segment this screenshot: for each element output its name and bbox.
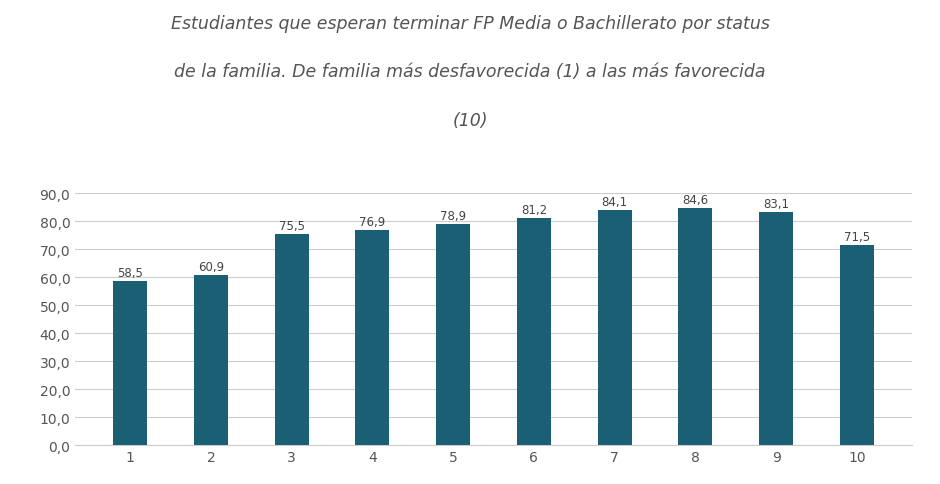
Text: de la familia. De familia más desfavorecida (1) a las más favorecida: de la familia. De familia más desfavorec… (174, 63, 766, 81)
Text: 83,1: 83,1 (763, 198, 789, 211)
Bar (679, 209, 713, 445)
Text: 71,5: 71,5 (844, 230, 870, 243)
Text: 78,9: 78,9 (440, 210, 466, 223)
Text: 58,5: 58,5 (118, 267, 143, 280)
Bar (760, 213, 793, 445)
Text: 84,6: 84,6 (682, 194, 709, 207)
Bar (194, 275, 227, 445)
Bar (436, 225, 470, 445)
Bar (839, 245, 874, 445)
Text: 76,9: 76,9 (359, 215, 385, 228)
Text: 75,5: 75,5 (278, 219, 305, 232)
Text: 81,2: 81,2 (521, 203, 547, 216)
Text: 60,9: 60,9 (197, 260, 224, 273)
Bar (355, 230, 389, 445)
Text: Estudiantes que esperan terminar FP Media o Bachillerato por status: Estudiantes que esperan terminar FP Medi… (170, 15, 770, 32)
Bar (598, 210, 632, 445)
Bar (274, 234, 308, 445)
Bar (113, 282, 148, 445)
Text: 84,1: 84,1 (602, 195, 628, 208)
Text: (10): (10) (452, 111, 488, 129)
Bar (517, 218, 551, 445)
